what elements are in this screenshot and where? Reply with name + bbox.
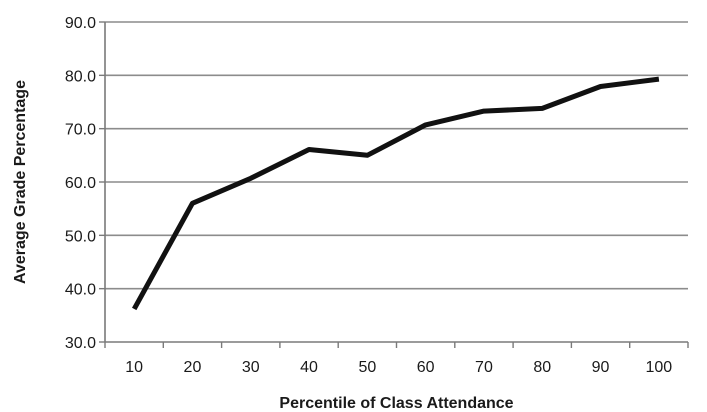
series (132, 76, 660, 311)
gridlines (105, 21, 688, 290)
x-tick-label: 20 (184, 359, 202, 376)
x-tick-label: 100 (645, 359, 672, 376)
y-tick-label: 80.0 (65, 68, 96, 85)
series-line (132, 76, 660, 311)
y-axis-title: Average Grade Percentage (12, 80, 29, 284)
y-tick-label: 40.0 (65, 282, 96, 299)
x-tick-label: 30 (242, 359, 260, 376)
x-tick-label: 60 (417, 359, 435, 376)
x-tick-label: 50 (358, 359, 376, 376)
x-axis-title: Percentile of Class Attendance (279, 395, 513, 412)
x-tick-label: 40 (300, 359, 318, 376)
y-tick-label: 60.0 (65, 175, 96, 192)
x-tick-label: 70 (475, 359, 493, 376)
x-tick-label: 80 (533, 359, 551, 376)
x-tick-label: 10 (125, 359, 143, 376)
tick-labels: 30.0 40.0 50.0 60.0 70.0 80.0 90.0 10 20 30 40 50 60… (65, 15, 672, 376)
y-tick-label: 50.0 (65, 228, 96, 245)
y-tick-label: 70.0 (65, 122, 96, 139)
y-tick-label: 90.0 (65, 15, 96, 32)
x-tick-label: 90 (592, 359, 610, 376)
axes (99, 21, 689, 348)
y-tick-label: 30.0 (65, 335, 96, 352)
